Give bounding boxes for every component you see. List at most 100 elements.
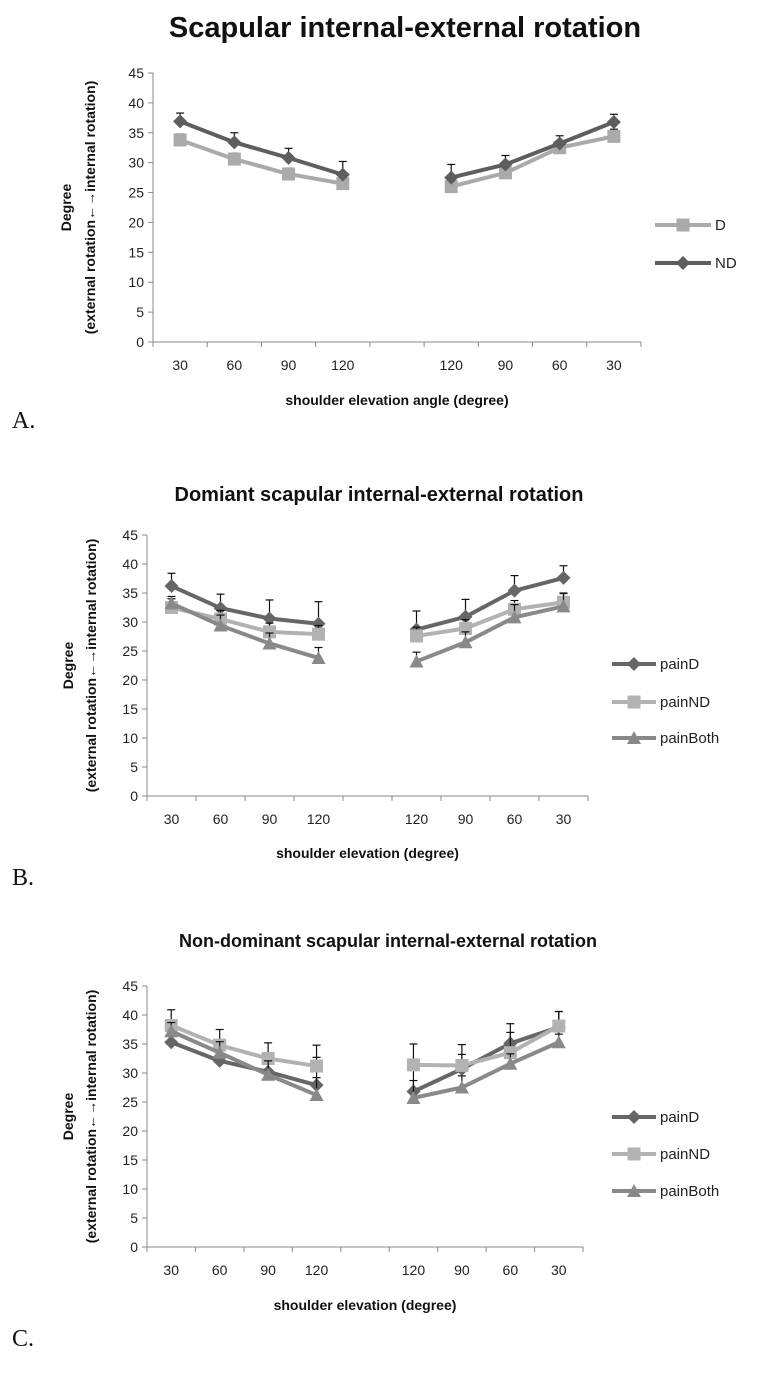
legend-marker [627, 1147, 641, 1161]
data-point [213, 601, 228, 616]
data-point [212, 1045, 227, 1059]
data-point [409, 654, 424, 668]
y-axis-label-line2: (external rotation←→internal rotation) [82, 81, 98, 335]
data-point [282, 167, 296, 181]
panel-label: C. [12, 1326, 34, 1352]
series-line [415, 575, 565, 632]
data-point [552, 136, 567, 151]
y-tick-label: 15 [128, 244, 144, 260]
data-point [444, 180, 458, 194]
data-point [507, 583, 522, 598]
series-line [415, 604, 564, 664]
series-line [413, 1040, 560, 1100]
x-axis-label: shoulder elevation (degree) [274, 1297, 457, 1313]
y-axis-label-line1: Degree [60, 1093, 76, 1141]
data-point [556, 599, 571, 613]
data-point [311, 616, 326, 631]
legend-marker [627, 657, 641, 671]
x-tick-label: 90 [281, 357, 297, 373]
y-tick-label: 15 [122, 701, 138, 717]
series-D [173, 128, 621, 194]
data-point [261, 1067, 276, 1081]
data-point [455, 1058, 469, 1072]
y-tick-label: 10 [128, 274, 144, 290]
x-tick-label: 30 [556, 811, 572, 827]
series-line [412, 1025, 560, 1094]
panel-label: A. [12, 408, 35, 434]
x-axis-label: shoulder elevation (degree) [276, 845, 459, 861]
data-point [335, 167, 350, 182]
x-tick-label: 90 [458, 811, 474, 827]
series-line [179, 138, 344, 186]
panel-label: B. [12, 865, 34, 891]
y-tick-label: 25 [122, 643, 138, 659]
y-tick-label: 25 [122, 1094, 138, 1110]
series-line [179, 119, 344, 177]
y-tick-label: 40 [122, 1007, 138, 1023]
data-point [498, 166, 512, 180]
data-point [406, 1058, 420, 1072]
data-point [173, 133, 187, 147]
x-tick-label: 120 [402, 1262, 426, 1278]
legend-label: painD [660, 656, 699, 673]
x-tick-label: 120 [440, 357, 464, 373]
y-tick-label: 35 [128, 125, 144, 141]
chart-c: Non-dominant scapular internal-external … [12, 931, 719, 1352]
chart-title: Domiant scapular internal-external rotat… [175, 484, 584, 506]
x-tick-label: 120 [305, 1262, 329, 1278]
legend-label: painBoth [660, 1183, 719, 1200]
data-point [552, 1019, 566, 1033]
series-line [170, 584, 319, 626]
x-axis-label: shoulder elevation angle (degree) [285, 392, 508, 408]
x-tick-label: 90 [262, 811, 278, 827]
legend-marker [627, 731, 641, 744]
x-tick-label: 90 [260, 1262, 276, 1278]
chart-title: Scapular internal-external rotation [169, 12, 641, 44]
x-tick-label: 60 [503, 1262, 519, 1278]
y-tick-label: 20 [122, 1123, 138, 1139]
data-point [410, 629, 423, 643]
legend-label: painND [660, 694, 710, 711]
y-tick-label: 5 [136, 304, 144, 320]
legend-entry: painD [612, 1109, 699, 1126]
series-line [170, 601, 320, 660]
y-axis-label-line2: (external rotation←→internal rotation) [83, 990, 99, 1244]
data-point [606, 115, 621, 130]
x-tick-label: 30 [551, 1262, 567, 1278]
legend-marker [627, 1184, 641, 1197]
x-tick-label: 120 [405, 811, 429, 827]
legend-label: painND [660, 1146, 710, 1163]
chart-a: Scapular internal-external rotation 0 5 10 1… [12, 12, 737, 434]
x-tick-label: 90 [454, 1262, 470, 1278]
y-tick-label: 0 [130, 788, 138, 804]
legend-entry: painND [612, 694, 710, 711]
legend-marker [676, 218, 690, 232]
x-tick-label: 120 [307, 811, 331, 827]
data-point [444, 170, 459, 185]
legend-label: painD [660, 1109, 699, 1126]
y-tick-label: 10 [122, 730, 138, 746]
series-line [170, 1040, 318, 1088]
series-line [413, 1024, 560, 1068]
data-point [164, 579, 179, 594]
data-point [213, 618, 228, 632]
y-tick-label: 0 [136, 334, 144, 350]
x-tick-label: 60 [212, 1262, 228, 1278]
y-tick-label: 40 [128, 95, 144, 111]
x-tick-label: 60 [507, 811, 523, 827]
data-point [607, 129, 621, 143]
data-point [454, 1080, 469, 1094]
data-point [164, 596, 179, 610]
y-tick-label: 35 [122, 585, 138, 601]
data-point [164, 1035, 179, 1050]
data-point [310, 1059, 324, 1073]
y-tick-label: 20 [122, 672, 138, 688]
legend-entry: painND [612, 1146, 710, 1163]
x-tick-label: 30 [163, 1262, 179, 1278]
x-tick-label: 60 [213, 811, 229, 827]
data-point [309, 1088, 324, 1102]
x-tick-label: 30 [172, 357, 188, 373]
data-point [498, 157, 513, 172]
y-tick-label: 5 [130, 759, 138, 775]
data-point [503, 1046, 517, 1060]
